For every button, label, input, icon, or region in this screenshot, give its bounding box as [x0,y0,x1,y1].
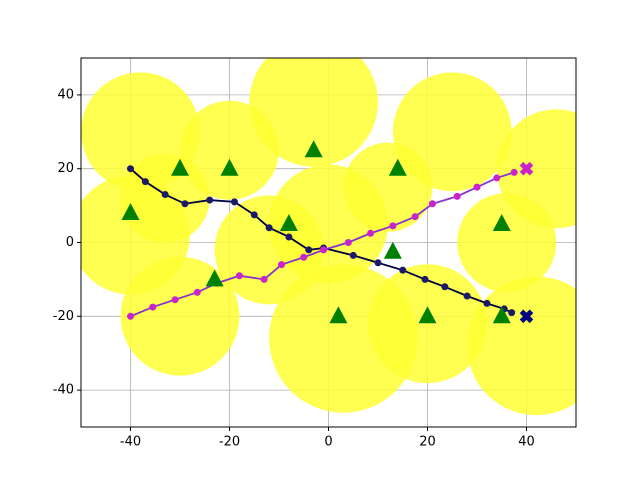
x-tick-label: -40 [120,435,141,450]
x-point [519,309,534,324]
point [260,275,268,283]
triangle-point [388,158,407,176]
point [441,283,449,291]
triangle-point [492,214,511,232]
point [399,266,407,274]
point [230,198,238,206]
y-tick-label: 0 [66,235,74,250]
x-tick-label: -20 [219,435,240,450]
y-tick-label: 40 [57,87,74,102]
triangle-point [279,214,298,232]
point [493,174,501,182]
x-tick-label: 0 [324,435,332,450]
triangle-point [220,158,239,176]
point [193,288,201,296]
point [305,246,313,254]
point [277,261,285,269]
point [421,275,429,283]
point [344,239,352,246]
point [510,168,518,176]
axes-frame [80,57,577,428]
y-tick-label: 20 [57,161,74,176]
y-tick-label: -20 [53,309,74,324]
blob [249,58,378,167]
point [320,246,328,254]
blob [368,264,487,384]
blob [457,193,557,292]
y-tick-label: -40 [53,383,74,398]
series-line [129,168,513,314]
point [235,272,243,280]
triangle-point [492,306,511,324]
point [411,213,419,221]
point [389,222,397,230]
point [161,191,169,199]
blob [343,142,433,232]
point [285,233,293,241]
x-tick-label: 20 [419,435,436,450]
point [349,251,357,259]
triangle-point [383,241,402,259]
triangle-point [329,306,348,324]
point [127,165,134,173]
triangle-point [418,306,437,324]
point [428,200,436,208]
point [483,299,491,307]
point [141,178,149,186]
point [250,211,258,219]
point [374,259,382,267]
point [265,224,273,232]
triangle-point [205,269,224,287]
point [453,192,461,200]
point [473,183,481,191]
point [206,196,214,204]
axes: -40 -20 0 20 40 -40 -20 0 20 40 [53,87,535,449]
point [127,312,134,320]
point [171,296,179,304]
plot-area [81,58,576,427]
x-point [519,161,534,176]
triangle-point [121,202,140,220]
point [149,303,157,311]
blob [467,276,576,416]
point [181,200,189,208]
x-tick-label: 40 [518,435,535,450]
point [463,292,471,300]
point [508,309,516,317]
triangle-point [304,140,323,158]
triangle-point [171,158,189,176]
blob [120,153,210,243]
point [300,253,308,261]
point [367,229,375,237]
